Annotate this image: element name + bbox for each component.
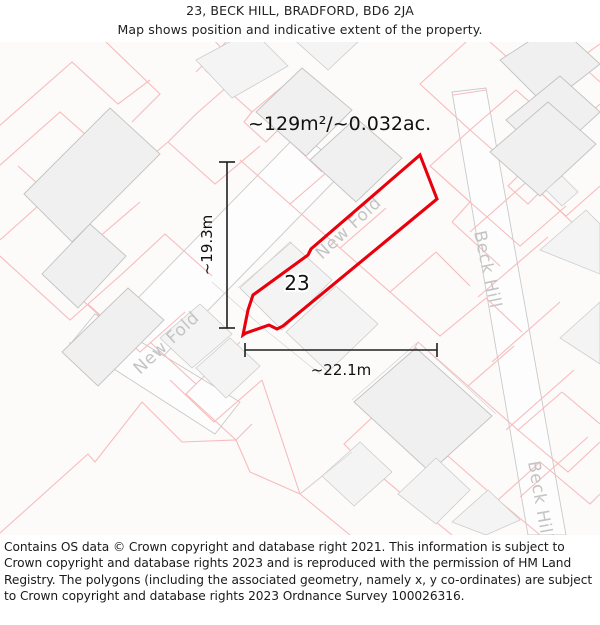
property-outline[interactable] <box>240 152 439 339</box>
dimension-width-label: ~22.1m <box>311 361 372 379</box>
page-subtitle: Map shows position and indicative extent… <box>117 22 483 37</box>
map-vector-layer: .parcel { fill: none; stroke: #f7bcbc; s… <box>0 42 600 535</box>
dimension-horizontal: ~22.1m <box>244 343 438 379</box>
property-number-label: 23 <box>284 271 309 295</box>
copyright-notice: Contains OS data © Crown copyright and d… <box>4 540 593 604</box>
road-beck-hill <box>451 87 567 535</box>
map-canvas[interactable]: .parcel { fill: none; stroke: #f7bcbc; s… <box>0 42 600 535</box>
dimension-vertical: ~19.3m <box>198 161 235 329</box>
dimension-height-label: ~19.3m <box>198 215 216 276</box>
page-title: 23, BECK HILL, BRADFORD, BD6 2JA <box>186 3 414 18</box>
area-measurement-label: ~129m²/~0.032ac. <box>248 113 431 135</box>
map-footer: Contains OS data © Crown copyright and d… <box>0 535 600 625</box>
map-header: 23, BECK HILL, BRADFORD, BD6 2JA Map sho… <box>0 0 600 42</box>
building-layer <box>23 42 600 535</box>
